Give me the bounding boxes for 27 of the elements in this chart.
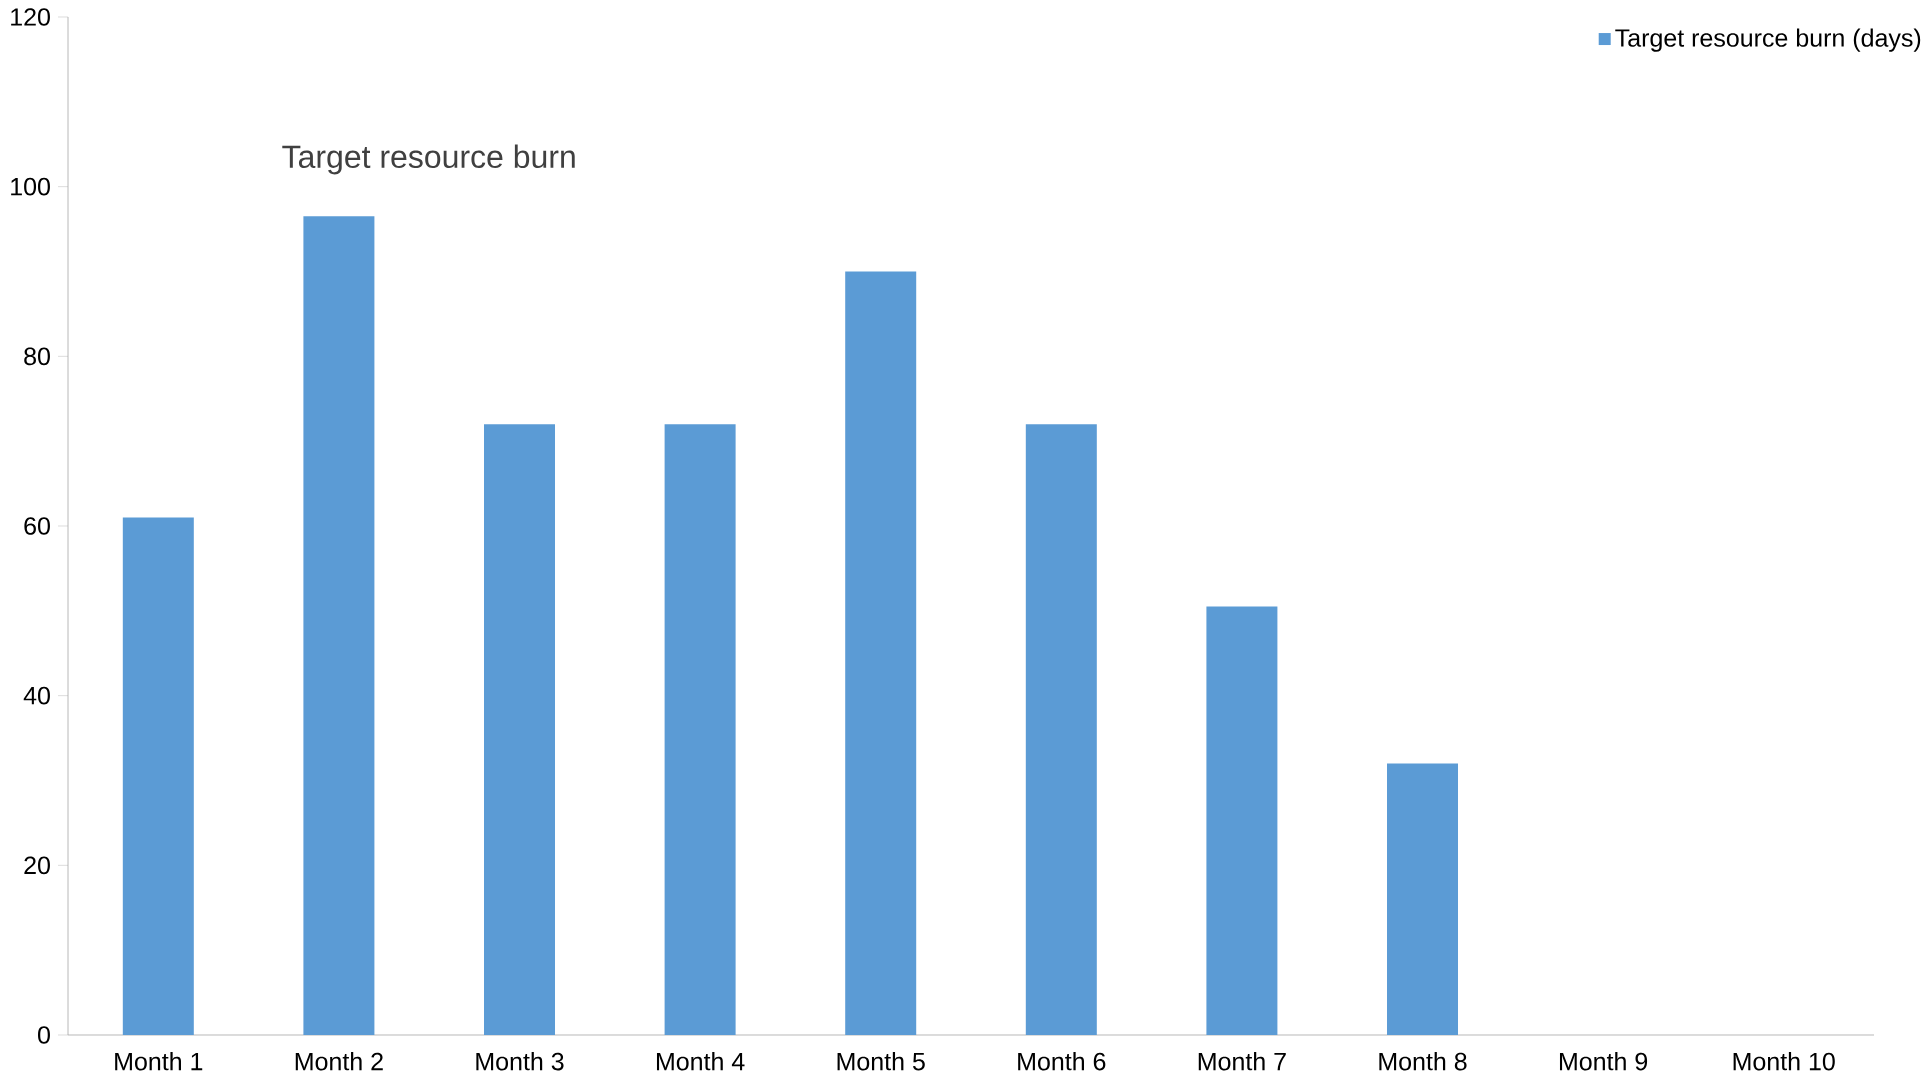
x-tick-label: Month 6 bbox=[1018, 1052, 1106, 1071]
y-tick-label: 100 bbox=[11, 177, 50, 196]
x-tick-label: Month 9 bbox=[1559, 1052, 1648, 1071]
legend-label: Target resource burn (days) bbox=[1615, 28, 1921, 52]
y-tick-label: 60 bbox=[24, 517, 50, 535]
x-tick-label: Month 5 bbox=[837, 1052, 925, 1071]
y-tick-label: 80 bbox=[24, 347, 50, 366]
y-tick-label: 20 bbox=[24, 856, 50, 875]
x-tick-label: Month 10 bbox=[1733, 1052, 1835, 1071]
x-tick-label: Month 2 bbox=[295, 1052, 383, 1071]
bar bbox=[1206, 606, 1278, 1035]
bar bbox=[122, 517, 194, 1035]
bar bbox=[1025, 424, 1097, 1035]
bar bbox=[664, 424, 736, 1035]
x-tick-label: Month 4 bbox=[656, 1052, 745, 1071]
bar bbox=[1387, 763, 1459, 1035]
x-tick-label: Month 3 bbox=[476, 1052, 564, 1071]
bar bbox=[845, 271, 917, 1035]
y-tick-label: 40 bbox=[23, 686, 50, 705]
y-tick-label: 120 bbox=[11, 8, 50, 26]
x-tick-label: Month 7 bbox=[1198, 1052, 1286, 1071]
text: Target resource burn bbox=[282, 144, 575, 175]
bar bbox=[484, 424, 556, 1035]
y-tick-label: 0 bbox=[38, 1026, 50, 1044]
x-tick-label: Month 1 bbox=[115, 1052, 203, 1071]
bar bbox=[303, 216, 375, 1035]
x-tick-label: Month 8 bbox=[1379, 1052, 1467, 1071]
